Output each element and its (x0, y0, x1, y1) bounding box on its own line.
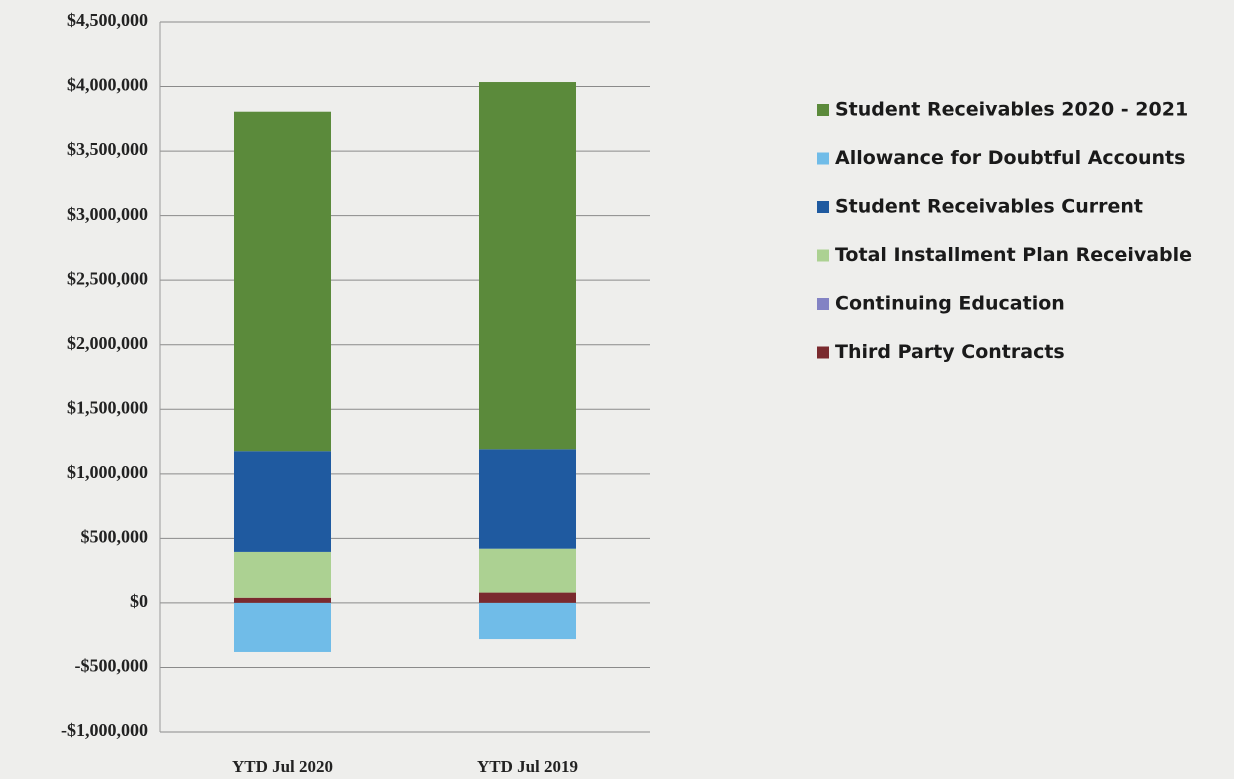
bar-segment (479, 602, 576, 640)
bar-segment (234, 111, 331, 452)
y-tick-label: $3,500,000 (67, 139, 148, 159)
y-tick-label: $0 (130, 591, 148, 611)
bar-segment (234, 451, 331, 552)
y-tick-label: -$500,000 (75, 656, 149, 676)
y-tick-label: -$1,000,000 (61, 720, 148, 740)
legend-swatch (817, 152, 829, 165)
bar-segment (234, 551, 331, 598)
y-tick-label: $2,500,000 (67, 268, 148, 288)
legend-swatch (817, 249, 829, 262)
legend-swatch (817, 298, 829, 310)
legend-swatch (817, 201, 829, 213)
bar-segment (479, 449, 576, 549)
legend-label: Continuing Education (835, 293, 1065, 315)
bar-segment (479, 82, 576, 450)
legend-label: Total Installment Plan Receivable (835, 244, 1192, 266)
legend-label: Allowance for Doubtful Accounts (835, 147, 1185, 169)
bar-segment (479, 548, 576, 593)
x-tick-label: YTD Jul 2020 (232, 757, 333, 776)
bar-segment (234, 597, 331, 603)
legend-swatch (817, 346, 829, 359)
x-tick-label: YTD Jul 2019 (477, 757, 578, 776)
y-tick-label: $2,000,000 (67, 333, 148, 353)
y-tick-label: $1,000,000 (67, 462, 148, 482)
y-tick-label: $500,000 (81, 526, 149, 546)
legend-swatch (817, 104, 829, 116)
y-tick-label: $4,000,000 (67, 75, 148, 95)
y-tick-label: $4,500,000 (67, 10, 148, 30)
y-tick-label: $3,000,000 (67, 204, 148, 224)
legend-label: Third Party Contracts (835, 341, 1065, 363)
bar-segment (234, 602, 331, 652)
y-tick-label: $1,500,000 (67, 397, 148, 417)
legend-label: Student Receivables 2020 - 2021 (835, 99, 1188, 121)
legend-label: Student Receivables Current (835, 196, 1143, 218)
bar-segment (479, 592, 576, 603)
